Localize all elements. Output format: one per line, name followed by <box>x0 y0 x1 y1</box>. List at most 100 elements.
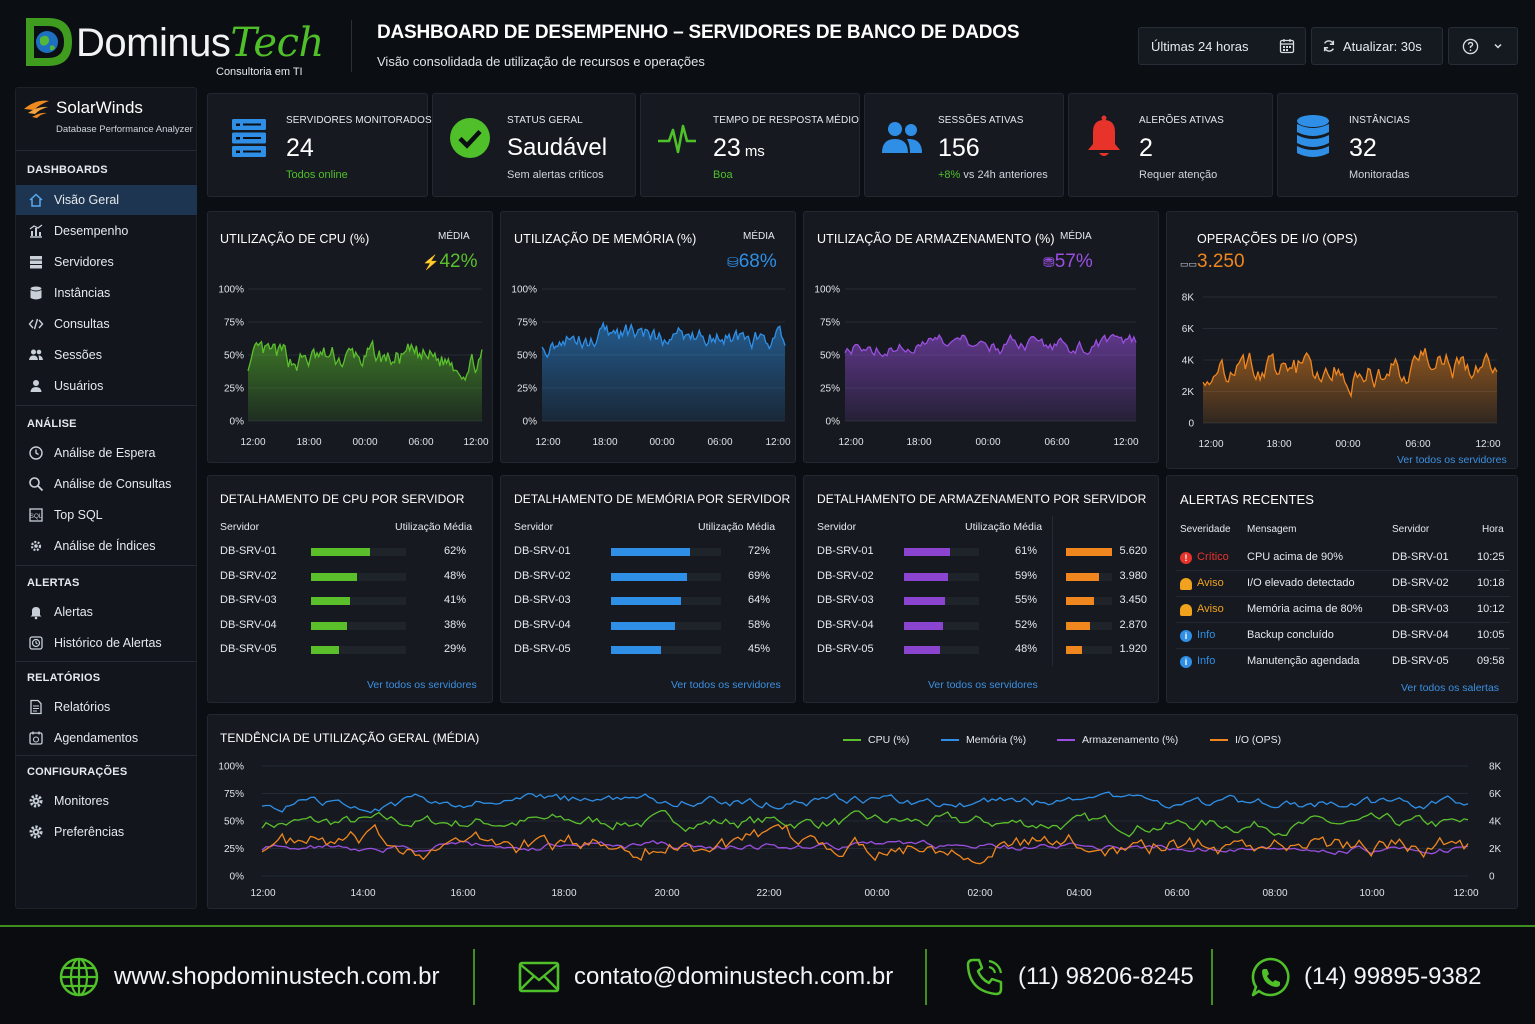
sidebar-item-relatorios[interactable]: Relatórios <box>16 692 197 722</box>
view-all-servers-link[interactable]: Ver todos os servidores <box>367 679 477 691</box>
alert-time: 10:25 <box>1477 551 1505 563</box>
globe-icon <box>59 957 99 997</box>
alert-server: DB-SRV-04 <box>1392 629 1449 641</box>
x-tick-label: 22:00 <box>756 888 781 899</box>
ops-value: 2.870 <box>1119 619 1147 631</box>
x-tick-label: 10:00 <box>1359 888 1384 899</box>
bar-value: 64% <box>747 594 770 606</box>
storage-avg-icon: ⛃ <box>1043 254 1055 270</box>
server-name: DB-SRV-01 <box>220 545 277 557</box>
footer-website[interactable]: www.shopdominustech.com.br <box>58 957 439 997</box>
home-icon <box>27 191 45 209</box>
server-name: DB-SRV-04 <box>220 619 277 631</box>
sidebar-item-preferencias[interactable]: Preferências <box>16 817 197 847</box>
legend-label: Memória (%) <box>966 734 1027 746</box>
ops-bar-fill <box>1066 548 1112 556</box>
column-header: Servidor <box>817 521 857 533</box>
bar-fill <box>611 597 682 605</box>
y2-tick-label: 4K <box>1489 817 1502 828</box>
chart-title: UTILIZAÇÃO DE CPU (%) <box>220 232 370 246</box>
sidebar-item-consultas[interactable]: Consultas <box>16 309 197 339</box>
footer-whatsapp[interactable]: (14) 99895-9382 <box>1250 957 1481 997</box>
avg-number: 57% <box>1054 251 1093 272</box>
sidebar-item-analise-espera[interactable]: Análise de Espera <box>16 438 197 468</box>
bar-fill <box>311 646 339 654</box>
sidebar-item-sessoes[interactable]: Sessões <box>16 340 197 370</box>
column-header: Servidor <box>220 521 260 533</box>
sidebar <box>15 87 197 909</box>
sidebar-item-analise-consultas[interactable]: Análise de Consultas <box>16 469 197 499</box>
x-tick-label: 12:00 <box>240 437 265 448</box>
sidebar-item-top-sql[interactable]: SQL Top SQL <box>16 500 197 530</box>
sidebar-item-alertas[interactable]: Alertas <box>16 597 197 627</box>
footer-email[interactable]: contato@dominustech.com.br <box>518 957 893 997</box>
series-line <box>1202 348 1498 399</box>
document-icon <box>27 698 45 716</box>
sidebar-item-servidores[interactable]: Servidores <box>16 247 197 277</box>
table-title: DETALHAMENTO DE CPU POR SERVIDOR <box>220 492 465 506</box>
sidebar-item-visao-geral[interactable]: Visão Geral <box>16 185 197 215</box>
server-name: DB-SRV-01 <box>514 545 571 557</box>
solarwinds-logo-icon <box>24 100 49 118</box>
footer-phone[interactable]: (11) 98206-8245 <box>965 957 1194 997</box>
table-title: DETALHAMENTO DE ARMAZENAMENTO POR SERVID… <box>817 492 1147 506</box>
avg-value: ▭▭3.250 <box>1180 251 1245 273</box>
sidebar-item-label: Preferências <box>54 825 125 839</box>
x-tick-label: 14:00 <box>350 888 375 899</box>
kpi-title: TEMPO DE RESPOSTA MÉDIO <box>713 115 860 126</box>
x-tick-label: 06:00 <box>1405 439 1430 450</box>
sidebar-item-usuarios[interactable]: Usuários <box>16 371 197 401</box>
bar-value: 69% <box>747 570 770 582</box>
server-name: DB-SRV-05 <box>220 643 277 655</box>
series-line <box>247 339 483 382</box>
view-all-servers-link[interactable]: Ver todos os servidores <box>928 679 1038 691</box>
sidebar-item-label: Alertas <box>54 605 93 619</box>
trend-series-line <box>261 791 1469 814</box>
column-header: Utilização Média <box>965 521 1043 533</box>
sidebar-item-desempenho[interactable]: Desempenho <box>16 216 197 246</box>
time-range-select[interactable]: Últimas 24 horas <box>1138 27 1306 65</box>
x-tick-label: 12:00 <box>1475 439 1500 450</box>
x-tick-label: 12:00 <box>463 437 488 448</box>
sidebar-item-instancias[interactable]: Instâncias <box>16 278 197 308</box>
sidebar-item-historico-alertas[interactable]: Histórico de Alertas <box>16 628 197 658</box>
help-menu[interactable] <box>1448 27 1518 65</box>
cpu-avg-icon: ⚡ <box>422 254 440 270</box>
legend-label: Armazenamento (%) <box>1082 734 1179 746</box>
product-name: SolarWinds <box>56 98 143 117</box>
y-tick-label: 0% <box>826 417 841 428</box>
chart-title: UTILIZAÇÃO DE MEMÓRIA (%) <box>514 232 697 246</box>
legend-swatch <box>843 739 861 741</box>
kpi-unit: ms <box>744 143 765 160</box>
alert-message: Manutenção agendada <box>1247 655 1360 667</box>
alert-time: 10:18 <box>1477 577 1505 589</box>
column-header: Servidor <box>514 521 554 533</box>
sidebar-item-monitores[interactable]: Monitores <box>16 786 197 816</box>
alert-message: Backup concluído <box>1247 629 1334 641</box>
server-name: DB-SRV-04 <box>514 619 571 631</box>
kpi-value: 156 <box>938 134 980 162</box>
view-all-alerts-link[interactable]: Ver todos os salertas <box>1401 682 1500 694</box>
bar-fill <box>611 622 675 630</box>
refresh-button[interactable]: Atualizar: 30s <box>1311 27 1443 65</box>
phone-icon <box>966 958 1003 996</box>
column-header: Hora <box>1482 524 1504 535</box>
bar-track <box>904 646 979 654</box>
alert-server: DB-SRV-05 <box>1392 655 1449 667</box>
view-all-servers-link[interactable]: Ver todos os servidores <box>1397 454 1507 466</box>
bar-value: 41% <box>443 594 466 606</box>
user-icon <box>27 377 45 395</box>
brand-tagline: Consultoria em TI <box>216 66 303 78</box>
kpi-value: 24 <box>286 134 314 162</box>
alerts-title: ALERTAS RECENTES <box>1180 492 1315 507</box>
row-divider <box>1176 570 1510 571</box>
server-name: DB-SRV-02 <box>220 570 277 582</box>
sidebar-item-agendamentos[interactable]: Agendamentos <box>16 723 197 753</box>
view-all-servers-link[interactable]: Ver todos os servidores <box>671 679 781 691</box>
avg-label: MÉDIA <box>743 231 775 242</box>
footer-separator <box>1211 949 1213 1005</box>
sidebar-item-analise-indices[interactable]: Análise de Índices <box>16 531 197 561</box>
kpi-value: 2 <box>1139 134 1153 162</box>
bell-icon <box>1180 604 1192 616</box>
page-title: DASHBOARD DE DESEMPENHO – SERVIDORES DE … <box>377 22 1020 43</box>
